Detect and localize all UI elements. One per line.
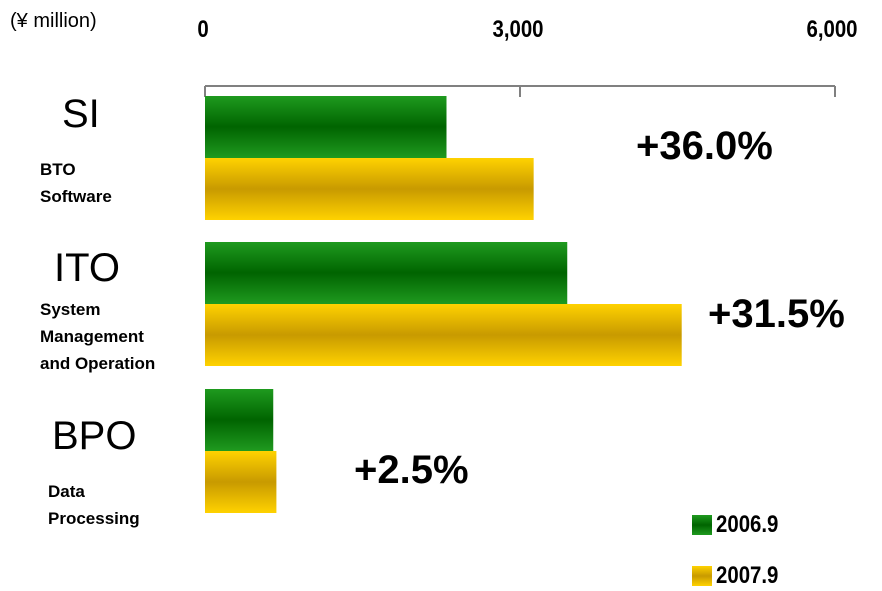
x-tick-label-0: 0 — [197, 16, 209, 43]
bar-2006-9-bpo — [205, 389, 274, 451]
change-label-si: +36.0% — [636, 124, 773, 168]
bar-2007-9-bpo — [205, 451, 277, 513]
legend-item-2006-9: 2006.9 — [692, 510, 789, 540]
change-label-bpo: +2.5% — [354, 448, 469, 492]
bar-2006-9-si — [205, 96, 447, 158]
change-label-ito: +31.5% — [708, 292, 845, 336]
category-si-sublabel: BTO Software — [40, 160, 112, 206]
category-bpo-label: BPO — [52, 414, 137, 458]
category-ito-sublabel: System Management and Operation — [40, 300, 156, 373]
x-tick-label-2: 6,000 — [806, 16, 858, 43]
legend-label-2007-9: 2007.9 — [716, 562, 779, 589]
unit-label: (¥ million) — [10, 10, 97, 32]
category-si-label: SI — [62, 92, 100, 136]
x-tick-label-1: 3,000 — [492, 16, 544, 43]
legend-item-2007-9: 2007.9 — [692, 561, 789, 591]
category-bpo-sublabel: Data Processing — [48, 482, 140, 528]
legend-label-2006-9: 2006.9 — [716, 511, 779, 538]
bar-2007-9-ito — [205, 304, 682, 366]
bar-2006-9-ito — [205, 242, 568, 304]
legend-swatch-2006-9 — [692, 515, 712, 535]
bar-2007-9-si — [205, 158, 534, 220]
category-ito-label: ITO — [54, 246, 120, 290]
legend-swatch-2007-9 — [692, 566, 712, 586]
